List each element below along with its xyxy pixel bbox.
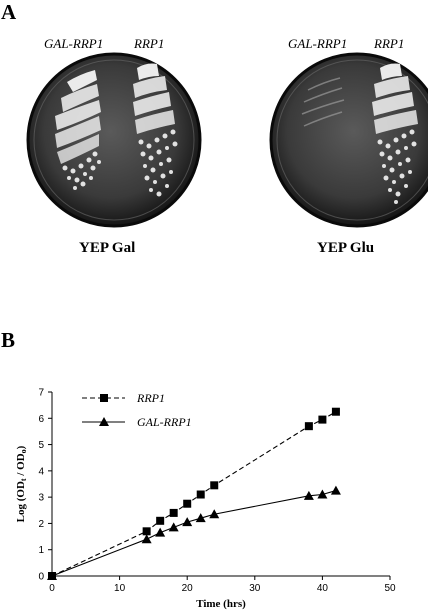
y-tick-label: 1 (38, 545, 44, 556)
y-tick-label: 5 (38, 440, 44, 451)
data-point-triangle (141, 534, 152, 544)
legend-marker-triangle (99, 417, 109, 426)
data-point-triangle (317, 489, 328, 499)
plate-yep-gal (26, 52, 202, 228)
series-line (51, 411, 337, 577)
x-tick-label: 20 (182, 583, 194, 594)
data-point-square (331, 407, 340, 416)
plate2-left-streak (301, 77, 345, 127)
data-point-square (156, 516, 165, 525)
data-point-triangle (209, 509, 220, 519)
plate2-strain-right-label: RRP1 (374, 36, 405, 51)
legend-entry: GAL-RRP1 (82, 415, 192, 429)
legend-label: RRP1 (136, 391, 165, 405)
y-axis-title-sub2: o (19, 449, 28, 453)
series-rrp1 (48, 407, 340, 580)
y-axis-title: Log (ODt / ODo) (15, 445, 28, 522)
legend-marker-square (100, 394, 108, 402)
data-point-square (183, 499, 192, 508)
data-point-square (142, 527, 151, 536)
y-tick-label: 2 (38, 519, 44, 530)
data-point-square (169, 508, 178, 517)
legend-label: GAL-RRP1 (137, 415, 192, 429)
y-axis-title-end: ) (15, 445, 27, 449)
data-point-square (318, 415, 327, 424)
plate1-medium-label: YEP Gal (79, 240, 136, 256)
series-line (51, 490, 337, 577)
plate1-strain-left-label: GAL-RRP1 (44, 36, 104, 51)
x-axis-title: Time (hrs) (196, 598, 246, 610)
y-axis-title-mid: / OD (15, 453, 27, 478)
x-tick-label: 50 (384, 583, 396, 594)
plate2-strain-left-label: GAL-RRP1 (288, 36, 348, 51)
chart-ticks: 0 10 20 30 40 50 0 1 2 3 4 5 6 7 (38, 388, 396, 595)
data-point-square (196, 490, 205, 499)
x-tick-label: 0 (49, 583, 55, 594)
y-tick-label: 3 (38, 493, 44, 504)
chart-legend: RRP1 GAL-RRP1 (82, 391, 192, 429)
y-axis-title-main: Log (OD (15, 481, 27, 522)
y-tick-label: 4 (38, 466, 44, 477)
data-point-triangle (303, 490, 314, 500)
growth-chart: 0 10 20 30 40 50 0 1 2 3 4 5 6 7 RRP1 GAL-RRP1 Time (h… (15, 388, 396, 610)
plate2-medium-label: YEP Glu (317, 240, 375, 256)
x-tick-label: 30 (249, 583, 261, 594)
data-point-triangle (182, 517, 193, 527)
data-point-triangle (155, 527, 166, 537)
plate1-strain-right-label: RRP1 (134, 36, 165, 51)
data-point-square (304, 422, 313, 431)
y-tick-label: 0 (38, 572, 44, 583)
x-tick-label: 40 (317, 583, 329, 594)
x-tick-label: 10 (114, 583, 126, 594)
y-tick-label: 7 (38, 388, 44, 399)
y-tick-label: 6 (38, 414, 44, 425)
plate-yep-glu (269, 52, 428, 228)
plate2-right-streak (372, 63, 418, 204)
data-point-triangle (330, 485, 341, 495)
series-gal-rrp1 (47, 485, 341, 580)
panel-b-label: B (1, 328, 16, 352)
panel-a-label: A (1, 0, 17, 24)
data-point-square (210, 481, 219, 490)
plate1-right-streak (133, 63, 178, 197)
y-axis-title-sub1: t (19, 478, 28, 481)
legend-entry: RRP1 (82, 391, 165, 405)
chart-series (47, 407, 341, 580)
data-point-triangle (195, 513, 206, 523)
data-point-triangle (168, 522, 179, 532)
plate1-left-streak (55, 70, 101, 190)
chart-axes (51, 392, 390, 577)
data-point-triangle (47, 571, 57, 580)
